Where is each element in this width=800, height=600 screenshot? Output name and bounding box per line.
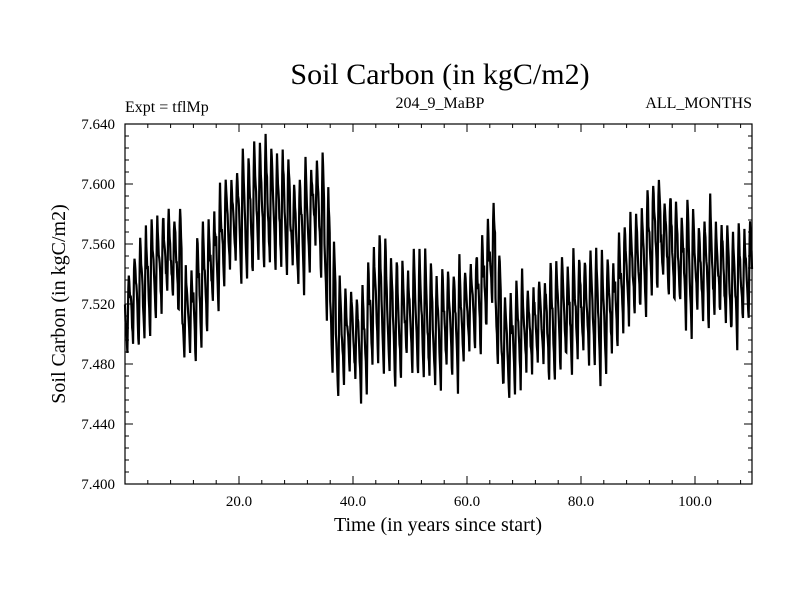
plot-frame (124, 123, 753, 485)
period-label: 204_9_MaBP (396, 95, 485, 112)
y-tick-label: 7.400 (81, 477, 115, 493)
series-layer (123, 133, 754, 404)
y-tick-label: 7.600 (81, 177, 115, 193)
x-axis-label: Time (in years since start) (334, 514, 542, 536)
x-tick-label: 60.0 (454, 494, 480, 510)
months-label: ALL_MONTHS (645, 95, 752, 112)
y-tick-label: 7.520 (81, 297, 115, 313)
y-tick-label: 7.480 (81, 357, 115, 373)
y-tick-label: 7.440 (81, 417, 115, 433)
x-tick-label: 20.0 (226, 494, 252, 510)
chart-title: Soil Carbon (in kgC/m2) (290, 58, 589, 91)
x-tick-label: 100.0 (678, 494, 712, 510)
soil-carbon-series-line (123, 133, 754, 404)
experiment-label: Expt = tflMp (125, 99, 209, 116)
y-axis-label: Soil Carbon (in kgC/m2) (48, 204, 70, 403)
y-tick-label: 7.640 (81, 117, 115, 133)
ticks-layer: 20.0 40.0 60.0 80.0 100.0 7.400 7.440 7.480 7.52… (81, 117, 752, 510)
x-tick-label: 40.0 (340, 494, 366, 510)
x-tick-label: 80.0 (568, 494, 594, 510)
y-tick-label: 7.560 (81, 237, 115, 253)
